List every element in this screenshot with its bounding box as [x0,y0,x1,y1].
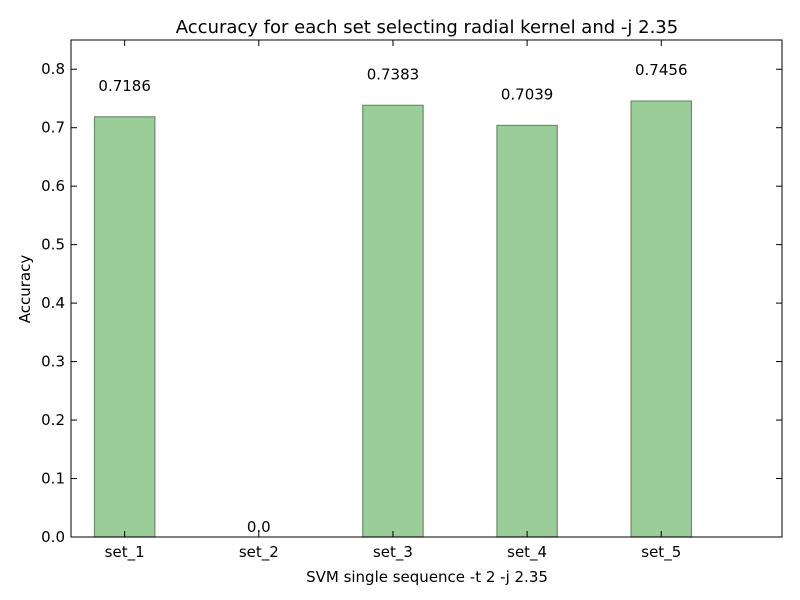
value-label-set_2: 0.0 [247,518,271,536]
y-axis-ticks: 0.0 0.1 0.2 0.3 0.4 0.5 0.6 0.7 0.8 [41,60,782,546]
y-tick-label-5: 0.5 [41,236,65,254]
y-tick-label-7: 0.7 [41,119,65,137]
value-label-set_4: 0.7039 [501,85,554,103]
y-tick-label-1: 0.1 [41,470,65,488]
x-tick-label-set_2: set_2 [239,543,279,562]
bar-value-labels: 0.7186 0.0 0.7383 0.7039 0.7456 [98,61,687,536]
chart-title: Accuracy for each set selecting radial k… [176,17,678,38]
y-tick-label-6: 0.6 [41,177,65,195]
value-label-set_3: 0.7383 [367,65,420,83]
bar-set_4 [496,124,558,538]
y-tick-label-4: 0.4 [41,294,65,312]
bar-set_5 [630,100,693,538]
plot-frame [70,39,783,538]
y-tick-label-2: 0.2 [41,411,65,429]
x-axis-ticks: set_1 set_2 set_3 set_4 set_5 [105,40,681,562]
x-tick-label-set_3: set_3 [373,543,413,562]
bars-group [93,100,693,538]
bar-set_3 [362,104,424,538]
y-axis-label: Accuracy [16,255,34,324]
value-label-set_5: 0.7456 [635,61,688,79]
x-tick-label-set_5: set_5 [641,543,681,562]
y-tick-label-8: 0.8 [41,60,65,78]
y-tick-label-0: 0.0 [41,528,65,546]
value-label-set_1: 0.7186 [98,77,151,95]
x-tick-label-set_4: set_4 [507,543,547,562]
bar-set_1 [93,116,156,538]
x-tick-label-set_1: set_1 [105,543,145,562]
y-tick-label-3: 0.3 [41,353,65,371]
x-axis-label: SVM single sequence -t 2 -j 2.35 [306,568,548,586]
